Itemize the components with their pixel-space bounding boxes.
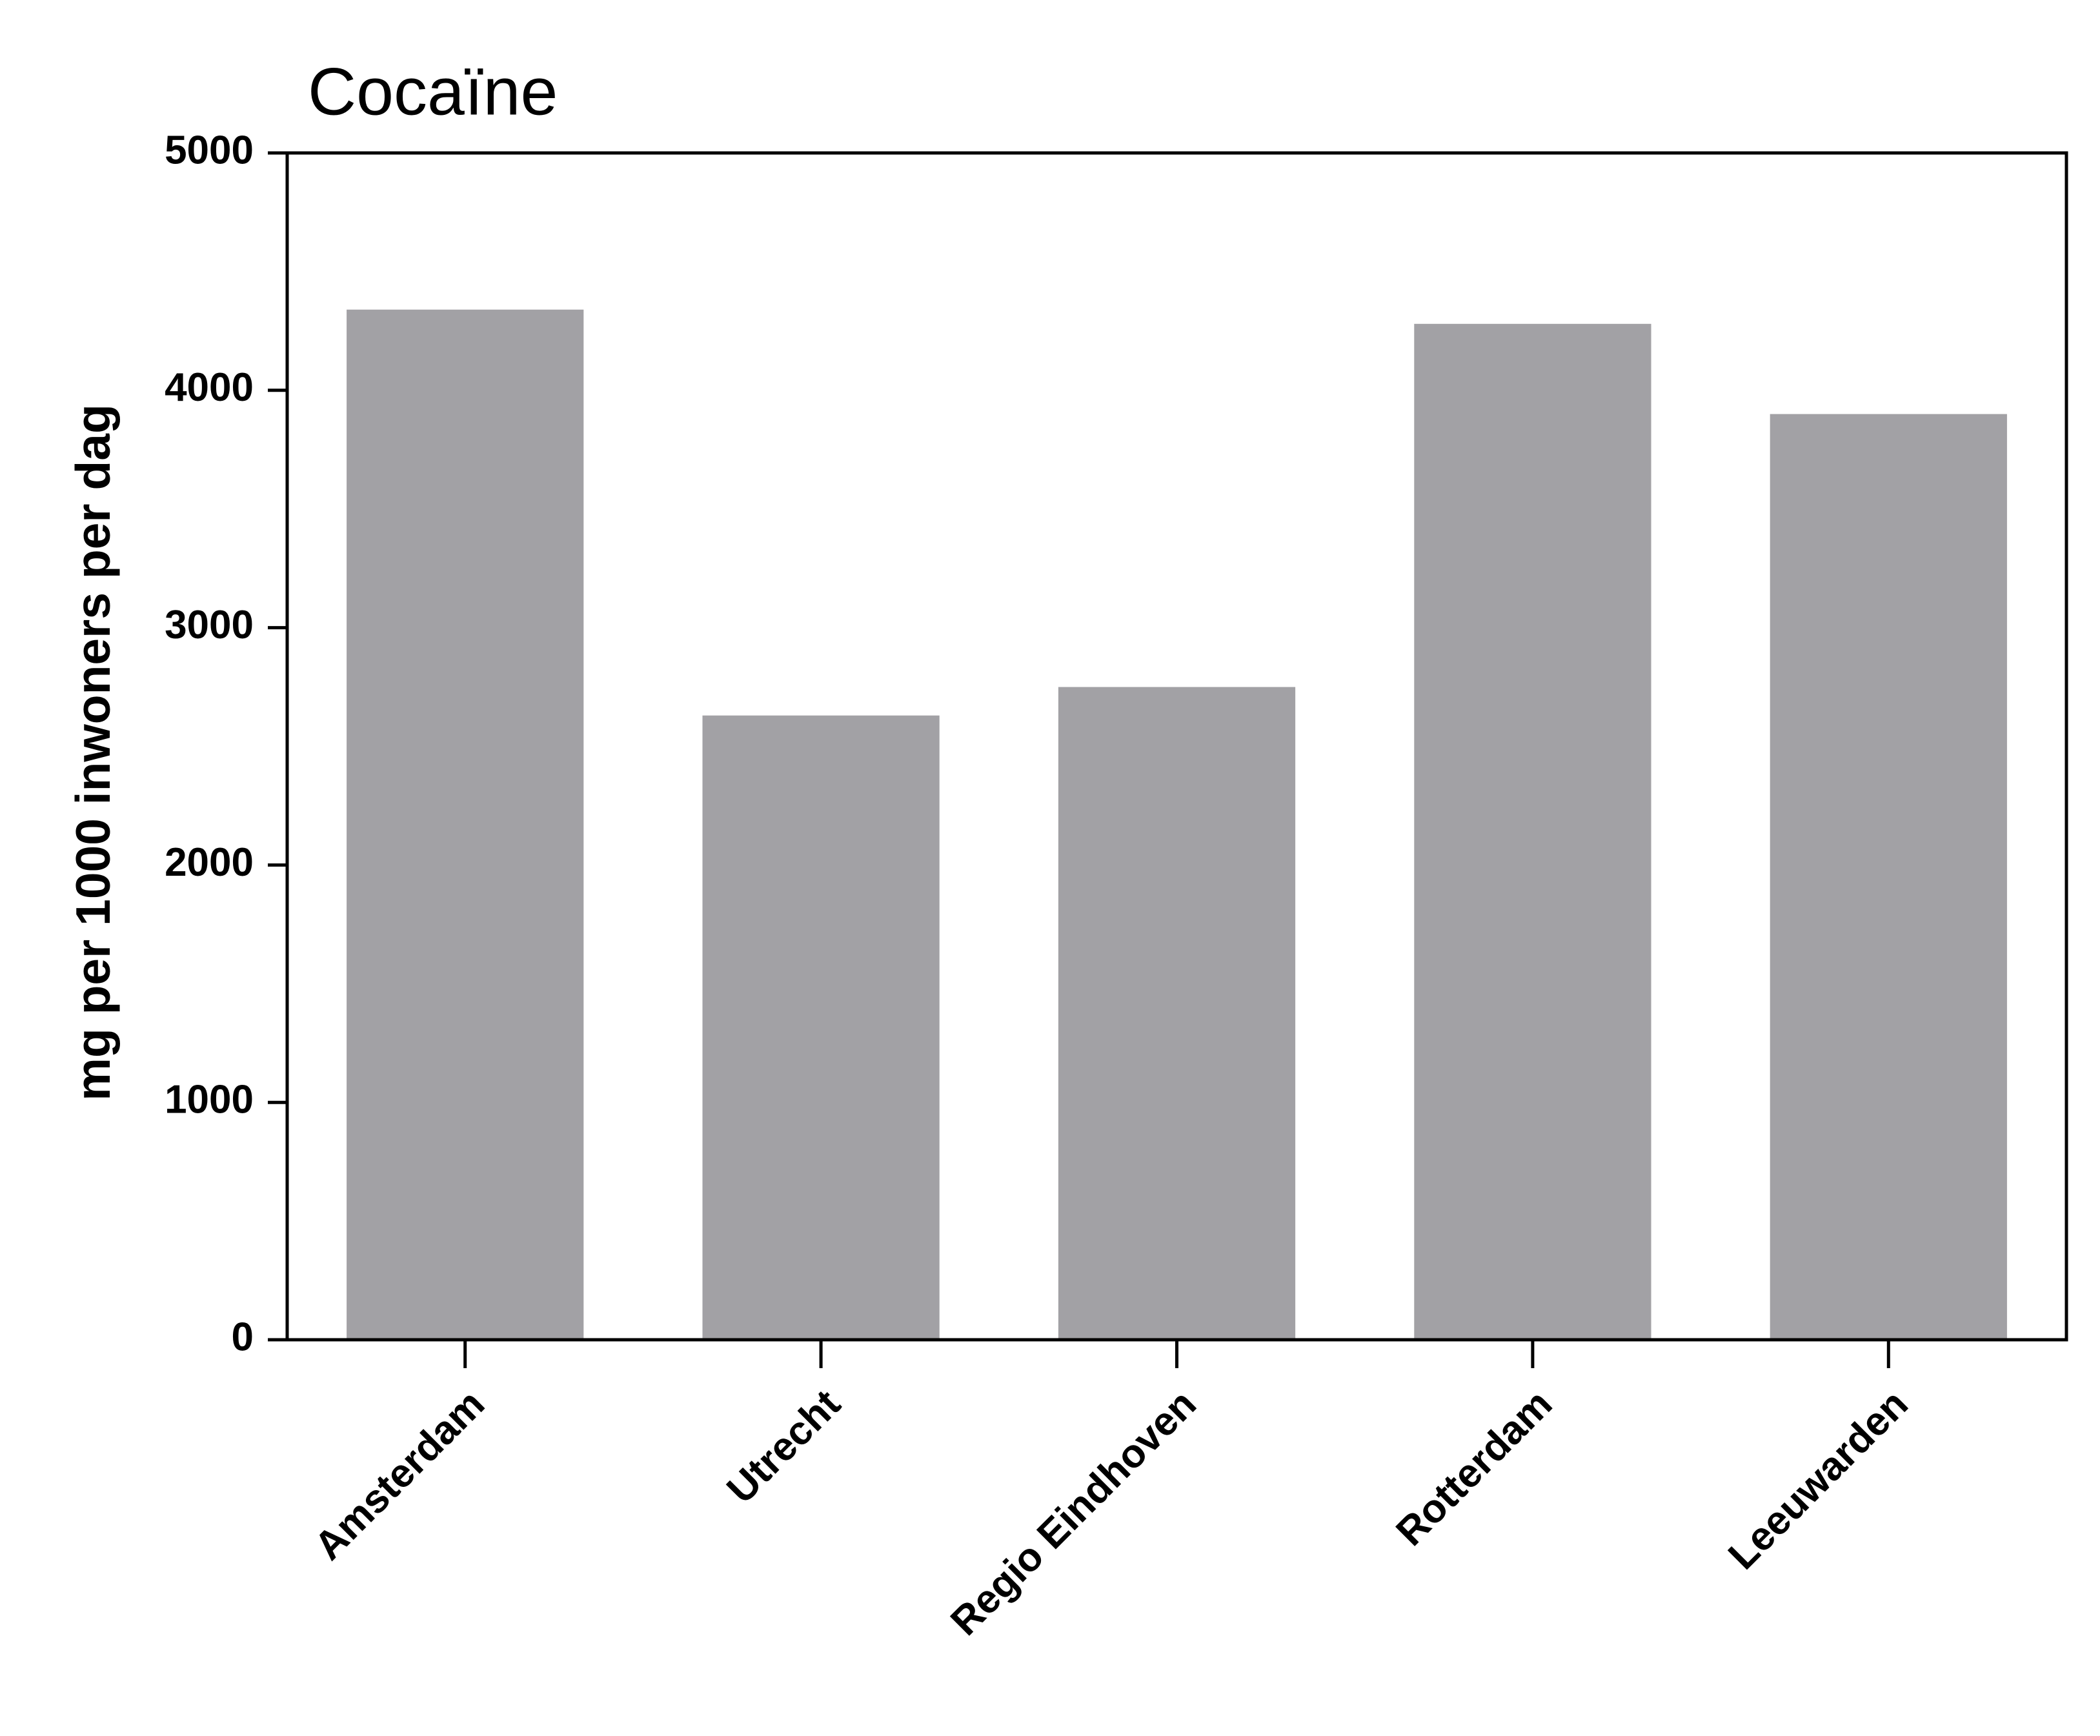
x-tick-label: Amsterdam — [306, 1382, 493, 1569]
bar — [1414, 323, 1651, 1340]
y-tick-label: 2000 — [165, 840, 254, 885]
bar — [702, 715, 940, 1340]
y-axis-label: mg per 1000 inwoners per dag — [66, 404, 120, 1101]
x-tick-label: Rotterdam — [1388, 1382, 1560, 1555]
x-tick-label: Regio Eindhoven — [942, 1382, 1205, 1644]
y-tick-label: 3000 — [165, 603, 254, 647]
bar — [347, 309, 584, 1340]
y-tick-label: 1000 — [165, 1078, 254, 1122]
bar — [1058, 687, 1296, 1340]
y-tick-label: 0 — [232, 1315, 254, 1359]
y-tick-label: 5000 — [165, 128, 254, 172]
x-tick-label: Leeuwarden — [1720, 1382, 1917, 1579]
chart-title: Cocaïne — [308, 54, 558, 129]
x-tick-label: Utrecht — [718, 1382, 849, 1512]
plot-frame — [285, 151, 2068, 1342]
y-tick-label: 4000 — [165, 365, 254, 410]
bar — [1770, 414, 2007, 1340]
